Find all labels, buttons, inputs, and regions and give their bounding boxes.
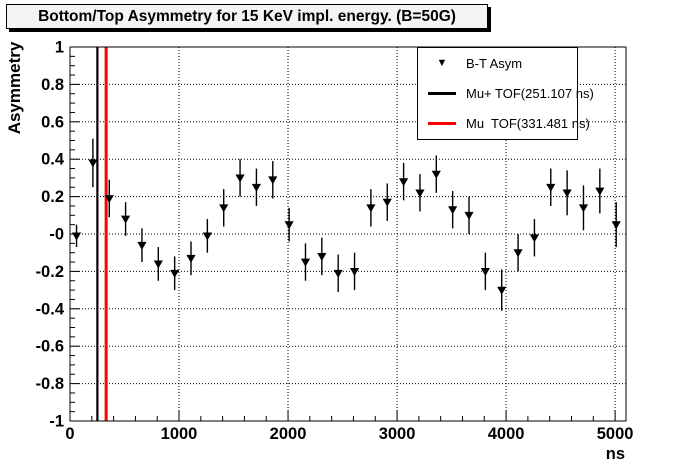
x-tick-label: 5000 (597, 425, 634, 443)
data-point-marker (235, 174, 245, 183)
y-tick-label: -0.2 (36, 263, 64, 281)
data-point-marker (349, 268, 360, 276)
data-point-marker (300, 258, 311, 267)
data-point-marker (497, 286, 507, 295)
x-tick-label: 2000 (270, 425, 307, 443)
data-point-marker (219, 204, 229, 213)
data-point-marker (251, 183, 262, 192)
data-point-marker (529, 234, 540, 243)
x-axis-title: ns (606, 445, 625, 463)
data-point-marker (202, 232, 212, 241)
data-point-marker (448, 206, 458, 215)
data-point-marker (578, 204, 589, 213)
data-point-marker (366, 204, 376, 213)
y-tick-label: -0 (49, 226, 64, 244)
data-point-marker (317, 253, 327, 262)
data-point-marker (121, 215, 131, 224)
legend: ▼ B-T Asym Mu+ TOF(251.107 ns) Mu TOF(33… (417, 47, 594, 140)
legend-symbol-cell: ▼ (418, 56, 466, 69)
y-tick-label: -1 (49, 413, 64, 431)
legend-entry-bt-asym: ▼ B-T Asym (418, 48, 577, 78)
data-point-marker (513, 249, 523, 258)
plot-title-box: Bottom/Top Asymmetry for 15 KeV impl. en… (6, 4, 488, 29)
plot-frame-border (69, 46, 627, 422)
data-point-marker (611, 221, 621, 230)
y-tick-label: 0.8 (41, 76, 64, 94)
y-tick-label: 0.6 (41, 113, 64, 131)
data-point-marker (415, 189, 425, 198)
legend-label: Mu TOF(331.481 ns) (466, 116, 590, 132)
y-tick-label: -0.4 (36, 300, 65, 318)
plot-title: Bottom/Top Asymmetry for 15 KeV impl. en… (38, 7, 456, 25)
y-tick-label: 0.4 (41, 151, 65, 169)
data-point-marker (399, 178, 409, 187)
data-point-marker (71, 232, 82, 241)
black-line-icon (428, 91, 456, 95)
data-point-marker (170, 269, 180, 278)
data-point-marker (88, 159, 98, 168)
triangle-down-marker-icon: ▼ (436, 56, 448, 69)
data-point-marker (382, 198, 392, 207)
data-point-marker (137, 241, 147, 250)
y-axis-title: Asymmetry (5, 41, 24, 134)
data-point-marker (284, 221, 294, 230)
y-tick-label: 1 (55, 39, 64, 57)
data-point-marker (186, 254, 196, 263)
red-line-icon (428, 122, 456, 126)
y-tick-label: 0.2 (41, 188, 64, 206)
y-tick-label: -0.8 (36, 375, 64, 393)
x-tick-label: 0 (65, 425, 74, 443)
x-tick-label: 1000 (161, 425, 198, 443)
legend-entry-mu-plus-tof: Mu+ TOF(251.107 ns) (418, 78, 594, 108)
data-point-marker (104, 195, 114, 204)
data-point-marker (333, 269, 343, 278)
data-point-marker (480, 268, 490, 276)
legend-label: Mu+ TOF(251.107 ns) (466, 85, 594, 101)
x-tick-label: 3000 (379, 425, 416, 443)
y-tick-label: -0.6 (36, 338, 64, 356)
legend-entry-mu-tof: Mu TOF(331.481 ns) (418, 109, 590, 139)
data-point-marker (562, 189, 572, 198)
data-point-marker (431, 170, 441, 179)
data-point-marker (595, 187, 605, 196)
legend-label: B-T Asym (466, 55, 523, 71)
x-tick-label: 4000 (488, 425, 525, 443)
legend-symbol-cell (418, 122, 466, 126)
data-point-marker (464, 211, 474, 220)
data-point-marker (268, 176, 278, 185)
legend-symbol-cell (418, 91, 466, 95)
data-point-marker (153, 260, 163, 269)
data-point-marker (546, 183, 556, 192)
